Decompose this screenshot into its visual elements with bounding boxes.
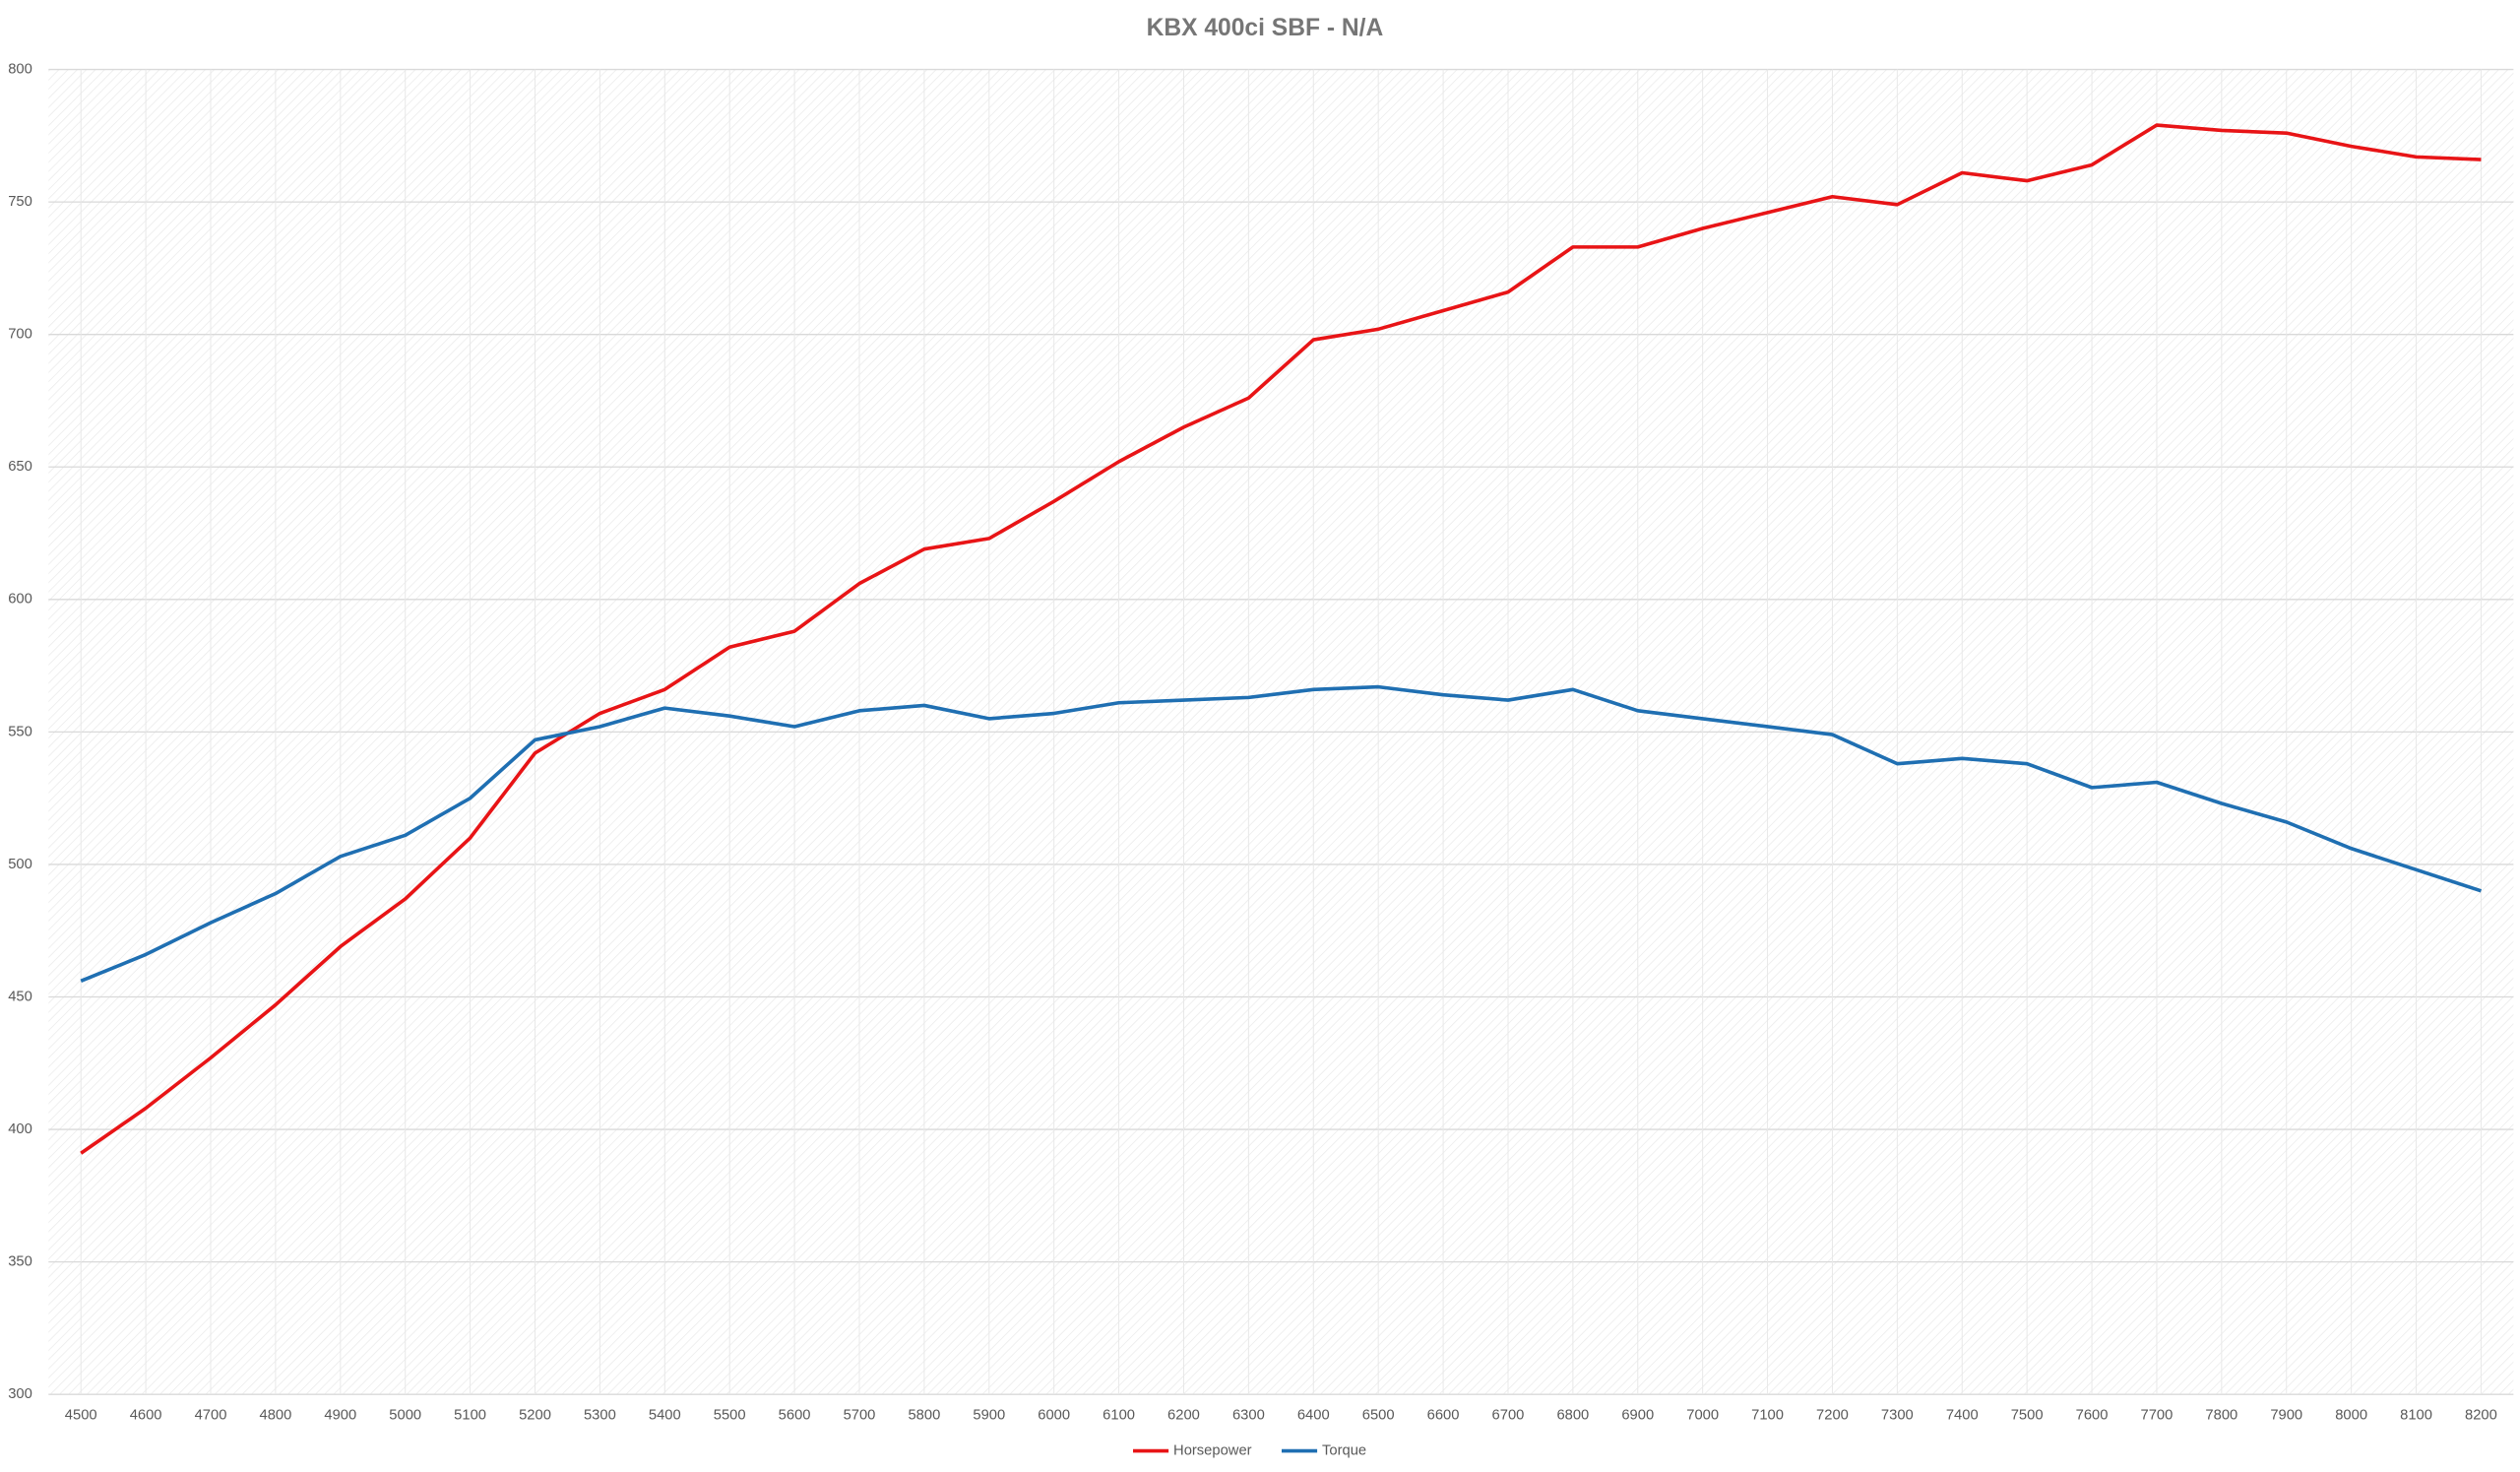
- x-tick-label: 5600: [779, 1407, 811, 1423]
- y-tick-label: 800: [8, 61, 32, 77]
- x-tick-label: 6500: [1362, 1407, 1395, 1423]
- y-tick-label: 500: [8, 857, 32, 872]
- chart-title: KBX 400ci SBF - N/A: [1147, 15, 1384, 41]
- x-tick-label: 6600: [1427, 1407, 1460, 1423]
- x-tick-label: 5700: [844, 1407, 876, 1423]
- x-tick-label: 6300: [1232, 1407, 1265, 1423]
- x-tick-label: 7200: [1816, 1407, 1849, 1423]
- x-tick-label: 5300: [584, 1407, 616, 1423]
- series-line: [80, 123, 2482, 1155]
- x-tick-label: 5400: [649, 1407, 681, 1423]
- x-tick-label: 6700: [1492, 1407, 1525, 1423]
- x-tick-label: 7700: [2141, 1407, 2174, 1423]
- x-tick-label: 5800: [908, 1407, 940, 1423]
- y-tick-label: 350: [8, 1254, 32, 1270]
- x-tick-label: 5900: [973, 1407, 1005, 1423]
- legend-label: Torque: [1322, 1442, 1366, 1458]
- x-tick-label: 7300: [1881, 1407, 1914, 1423]
- x-tick-label: 6400: [1297, 1407, 1330, 1423]
- x-tick-label: 6200: [1167, 1407, 1200, 1423]
- y-tick-label: 600: [8, 592, 32, 608]
- x-tick-label: 7100: [1751, 1407, 1784, 1423]
- y-tick-label: 550: [8, 724, 32, 739]
- x-tick-label: 4800: [260, 1407, 292, 1423]
- x-tick-label: 6800: [1556, 1407, 1589, 1423]
- x-tick-label: 8100: [2400, 1407, 2432, 1423]
- x-tick-label: 7800: [2205, 1407, 2237, 1423]
- y-tick-label: 450: [8, 989, 32, 1004]
- x-tick-label: 7900: [2270, 1407, 2302, 1423]
- x-tick-label: 4900: [324, 1407, 356, 1423]
- x-tick-label: 7000: [1686, 1407, 1719, 1423]
- x-tick-label: 6100: [1102, 1407, 1135, 1423]
- y-tick-label: 650: [8, 459, 32, 475]
- x-tick-label: 7500: [2011, 1407, 2044, 1423]
- x-tick-label: 7400: [1946, 1407, 1979, 1423]
- x-tick-label: 4600: [130, 1407, 162, 1423]
- x-tick-label: 5500: [714, 1407, 746, 1423]
- x-tick-label: 8200: [2465, 1407, 2497, 1423]
- x-tick-label: 4500: [65, 1407, 97, 1423]
- x-tick-label: 5200: [519, 1407, 551, 1423]
- y-tick-label: 750: [8, 194, 32, 210]
- x-tick-label: 4700: [195, 1407, 227, 1423]
- legend-label: Horsepower: [1173, 1442, 1252, 1458]
- x-tick-label: 6000: [1038, 1407, 1070, 1423]
- y-tick-label: 700: [8, 327, 32, 343]
- y-tick-label: 300: [8, 1386, 32, 1402]
- x-tick-label: 6900: [1621, 1407, 1654, 1423]
- y-tick-label: 400: [8, 1121, 32, 1137]
- x-tick-label: 5100: [454, 1407, 486, 1423]
- x-tick-label: 5000: [389, 1407, 421, 1423]
- x-tick-label: 7600: [2076, 1407, 2109, 1423]
- series-line: [80, 684, 2483, 984]
- x-tick-label: 8000: [2335, 1407, 2367, 1423]
